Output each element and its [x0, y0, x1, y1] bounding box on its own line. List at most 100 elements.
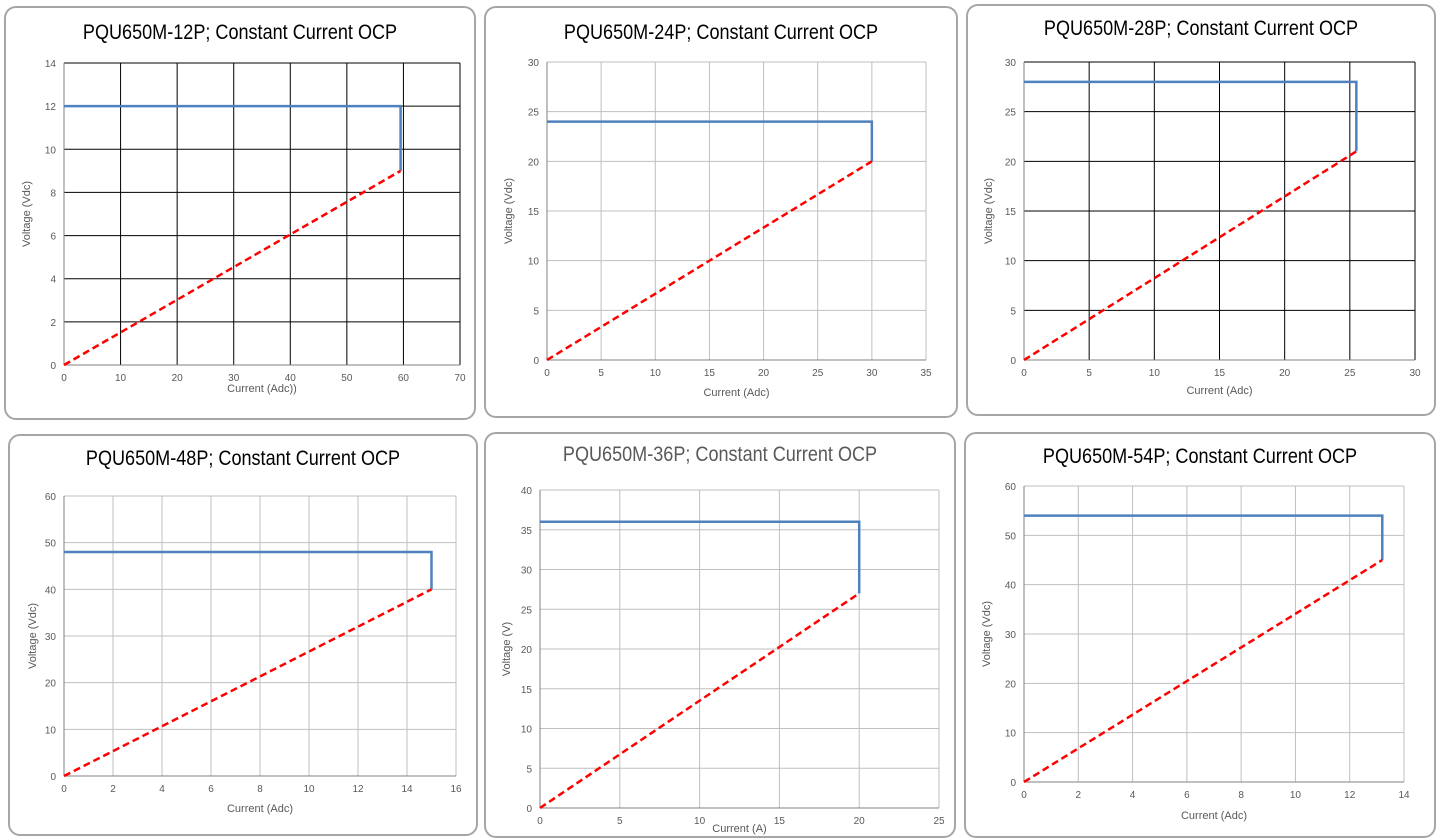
x-tick-label: 25	[933, 816, 945, 827]
gridlines	[546, 61, 927, 361]
x-tick-label: 50	[341, 373, 353, 384]
x-tick-label: 25	[1344, 368, 1356, 379]
ocp-load-line-series	[63, 169, 402, 367]
chart-svg-24p: 0 5 10 15 20 25 30 35 0 5 10 15 20 25 30 Current (Adc) V…	[503, 58, 932, 399]
x-tick-label: 20	[172, 373, 184, 384]
y-tick-label: 6	[50, 232, 56, 243]
y-tick-label: 15	[521, 685, 533, 696]
x-tick-label: 30	[1409, 368, 1421, 379]
y-tick-label: 30	[521, 566, 533, 577]
x-tick-label: 0	[1021, 368, 1027, 379]
y-tick-label: 15	[1005, 207, 1017, 218]
y-tick-label: 0	[1010, 356, 1016, 367]
x-tick-label: 5	[617, 816, 623, 827]
ocp-load-line-series	[1023, 558, 1383, 784]
constant-voltage-series	[540, 520, 861, 594]
y-tick-label: 20	[1005, 679, 1017, 690]
x-tick-label: 8	[257, 784, 263, 795]
x-tick-label: 12	[1344, 790, 1356, 801]
y-axis-label: Voltage (Vdc)	[503, 178, 515, 244]
y-tick-label: 10	[45, 145, 57, 156]
x-tick-label: 0	[61, 784, 67, 795]
y-tick-label: 14	[45, 59, 57, 70]
ocp-load-line-series	[546, 160, 873, 362]
y-tick-label: 50	[1005, 531, 1017, 542]
x-tick-label: 20	[854, 816, 866, 827]
y-tick-label: 30	[528, 58, 540, 69]
x-tick-label: 4	[1130, 790, 1136, 801]
chart-title: PQU650M-54P; Constant Current OCP	[1042, 445, 1358, 468]
x-tick-label: 70	[454, 373, 466, 384]
chart-panel-48p: PQU650M-48P; Constant Current OCP 0 2 4 6 8 1…	[8, 434, 478, 836]
constant-voltage-series	[64, 550, 433, 590]
x-tick-label: 20	[1279, 368, 1291, 379]
y-tick-label: 5	[1010, 306, 1016, 317]
y-axis-label: Voltage (Vdc)	[21, 181, 33, 247]
ocp-load-line-series	[539, 592, 860, 810]
x-tick-label: 14	[401, 784, 413, 795]
gridlines	[63, 495, 457, 777]
y-tick-label: 0	[526, 804, 532, 815]
x-tick-label: 15	[1214, 368, 1226, 379]
y-tick-label: 35	[521, 526, 533, 537]
y-tick-label: 0	[50, 772, 56, 783]
y-tick-label: 10	[1005, 257, 1017, 268]
constant-voltage-series	[1024, 80, 1358, 152]
x-tick-label: 0	[61, 373, 67, 384]
chart-panel-28p: PQU650M-28P; Constant Current OCP 0 5 10 15…	[966, 4, 1436, 416]
x-tick-label: 10	[1290, 790, 1302, 801]
x-tick-label: 30	[866, 368, 878, 379]
y-tick-label: 20	[521, 645, 533, 656]
x-tick-label: 25	[812, 368, 824, 379]
y-tick-label: 60	[1005, 482, 1017, 493]
x-axis-label: Current (Adc)	[227, 803, 293, 815]
ocp-load-line-series	[1023, 150, 1358, 362]
chart-title: PQU650M-36P; Constant Current OCP	[562, 443, 878, 466]
x-tick-label: 6	[208, 784, 214, 795]
chart-panel-36p: PQU650M-36P; Constant Current OCP 0 5 10 15…	[484, 432, 956, 838]
chart-svg-54p: 0 2 4 6 8 10 12 14 0 10 20 30 40 50 60 Current (Adc) Vol…	[981, 482, 1410, 822]
x-tick-label: 2	[110, 784, 116, 795]
chart-title: PQU650M-12P; Constant Current OCP	[82, 21, 398, 44]
x-tick-label: 0	[544, 368, 550, 379]
y-tick-label: 25	[521, 605, 533, 616]
y-axis-label: Voltage (Vdc)	[27, 603, 39, 669]
chart-title: PQU650M-24P; Constant Current OCP	[563, 21, 879, 44]
x-tick-label: 0	[1021, 790, 1027, 801]
x-tick-label: 10	[694, 816, 706, 827]
y-tick-label: 20	[1005, 157, 1017, 168]
chart-svg-12p: 0 10 20 30 40 50 60 70 0 2 4 6 8 10 12 14 Current (Adc))…	[21, 59, 466, 395]
y-tick-label: 25	[1005, 108, 1017, 119]
x-tick-label: 16	[450, 784, 462, 795]
x-tick-label: 35	[920, 368, 932, 379]
y-tick-label: 0	[533, 356, 539, 367]
x-tick-label: 10	[1149, 368, 1161, 379]
y-tick-label: 60	[45, 492, 57, 503]
x-axis-label: Current (Adc))	[227, 383, 297, 395]
x-tick-label: 60	[398, 373, 410, 384]
y-tick-label: 10	[521, 725, 533, 736]
x-tick-label: 14	[1398, 790, 1410, 801]
x-tick-label: 10	[115, 373, 127, 384]
x-tick-label: 10	[650, 368, 662, 379]
y-tick-label: 5	[526, 764, 532, 775]
y-tick-label: 50	[45, 539, 57, 550]
y-tick-label: 12	[45, 102, 57, 113]
y-tick-label: 10	[45, 725, 57, 736]
x-axis-label: Current (Adc)	[703, 387, 769, 399]
x-tick-label: 5	[1086, 368, 1092, 379]
y-axis-label: Voltage (Vdc)	[983, 178, 995, 244]
x-tick-label: 20	[758, 368, 770, 379]
y-tick-label: 20	[528, 157, 540, 168]
chart-panel-12p: PQU650M-12P; Constant Current OCP 0 10 20 3…	[4, 6, 476, 420]
chart-panel-24p: PQU650M-24P; Constant Current OCP 0 5 10 15…	[484, 6, 958, 418]
y-tick-label: 30	[1005, 630, 1017, 641]
y-tick-label: 10	[528, 257, 540, 268]
x-tick-label: 15	[774, 816, 786, 827]
x-tick-label: 30	[228, 373, 240, 384]
y-tick-label: 40	[521, 486, 533, 497]
x-tick-label: 40	[285, 373, 297, 384]
x-tick-label: 5	[598, 368, 604, 379]
x-tick-label: 10	[303, 784, 315, 795]
x-tick-label: 15	[704, 368, 716, 379]
